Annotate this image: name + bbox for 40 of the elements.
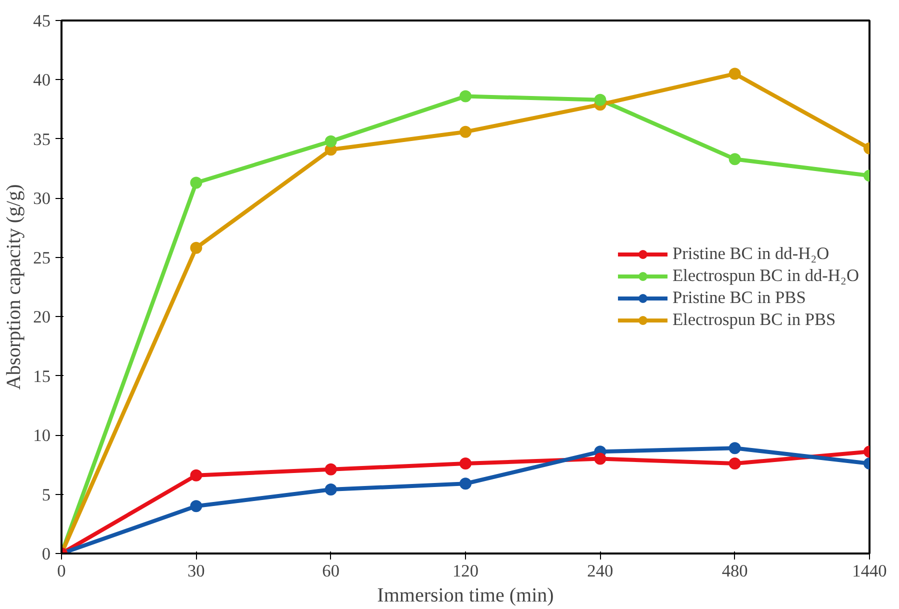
point: [460, 126, 472, 138]
x-tick-label: 240: [587, 562, 614, 580]
legend-label: Pristine BC in PBS: [672, 288, 806, 308]
y-tick-label: 15: [33, 366, 50, 386]
point: [460, 90, 472, 102]
y-axis-title: Absorption capacity (g/g): [3, 184, 26, 390]
point: [460, 478, 472, 490]
y-tick-label: 35: [33, 130, 50, 149]
x-tick-label: 480: [722, 562, 748, 580]
point: [324, 484, 337, 496]
point: [324, 135, 337, 148]
point: [324, 463, 337, 476]
point: [594, 452, 606, 465]
y-tick-label: 10: [33, 426, 50, 446]
point: [190, 242, 202, 254]
x-tick-label: 1440: [852, 562, 887, 580]
legend-label: Electrospun BC in dd-H₂O: [672, 266, 859, 286]
point: [594, 94, 606, 106]
y-tick-label: 45: [33, 12, 50, 30]
y-tick-label: 0: [42, 544, 51, 564]
y-tick-label: 40: [33, 70, 50, 90]
point: [728, 153, 741, 166]
y-tick-label: 20: [33, 308, 50, 327]
point: [190, 500, 202, 512]
x-tick-label: 30: [188, 562, 205, 580]
legend-label: Pristine BC in dd-H₂O: [672, 244, 830, 264]
legend-label: Electrospun BC in PBS: [672, 310, 836, 330]
point: [728, 457, 741, 470]
x-tick-label: 60: [322, 562, 340, 580]
point: [460, 457, 472, 470]
x-tick-label: 0: [57, 562, 66, 580]
x-tick-label: 120: [452, 562, 479, 580]
y-tick-label: 25: [33, 248, 50, 268]
x-axis-title: Immersion time (min): [377, 584, 554, 606]
point: [728, 68, 741, 80]
y-tick-label: 5: [42, 485, 51, 504]
point: [190, 469, 202, 482]
point: [190, 176, 202, 189]
y-tick-label: 30: [33, 189, 50, 208]
point: [728, 442, 741, 454]
